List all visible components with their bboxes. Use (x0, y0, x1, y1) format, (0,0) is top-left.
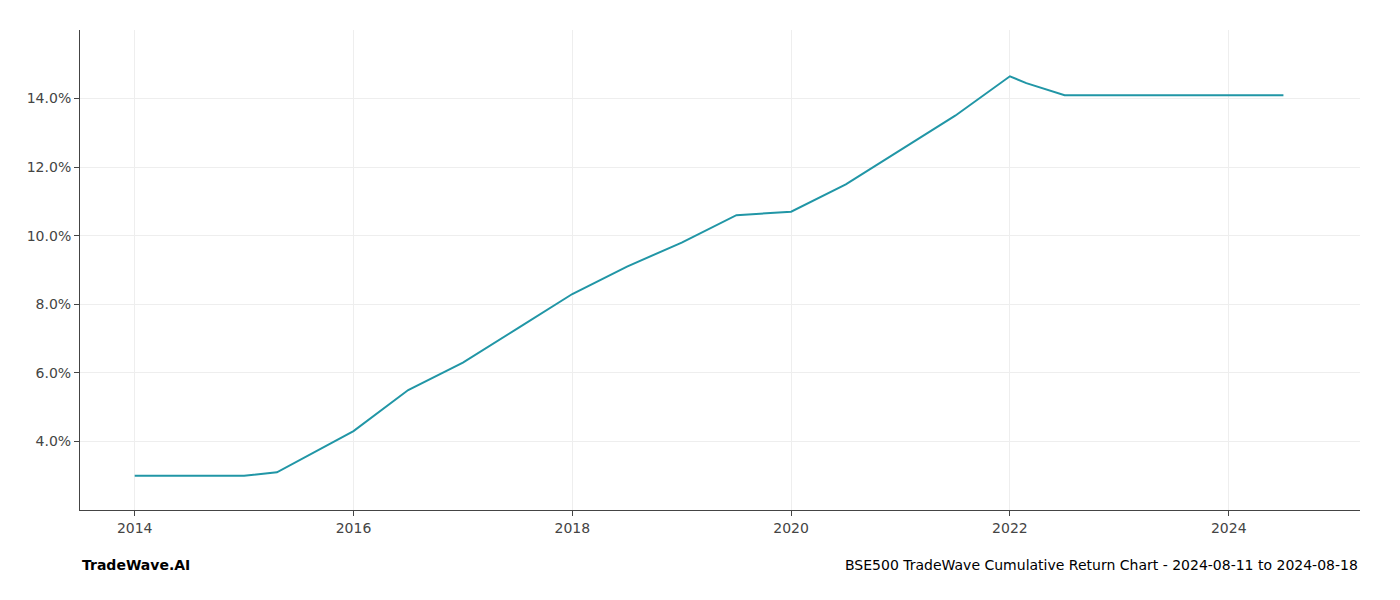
svg-text:10.0%: 10.0% (27, 228, 71, 244)
svg-text:6.0%: 6.0% (36, 365, 72, 381)
svg-text:2020: 2020 (773, 520, 809, 536)
svg-text:14.0%: 14.0% (27, 90, 71, 106)
svg-text:8.0%: 8.0% (36, 296, 72, 312)
svg-text:TradeWave.AI: TradeWave.AI (82, 557, 190, 573)
svg-text:BSE500 TradeWave Cumulative Re: BSE500 TradeWave Cumulative Return Chart… (845, 557, 1358, 573)
svg-text:12.0%: 12.0% (27, 159, 71, 175)
svg-text:2016: 2016 (336, 520, 372, 536)
svg-text:2022: 2022 (992, 520, 1028, 536)
svg-text:2018: 2018 (554, 520, 590, 536)
svg-text:2024: 2024 (1211, 520, 1247, 536)
svg-text:4.0%: 4.0% (36, 433, 72, 449)
svg-text:2014: 2014 (117, 520, 153, 536)
